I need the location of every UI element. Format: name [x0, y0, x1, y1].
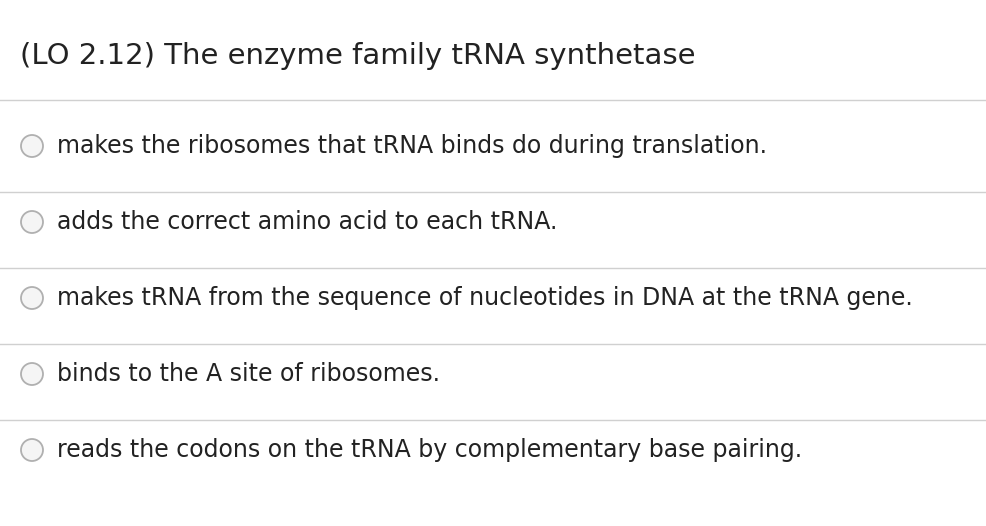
Text: makes the ribosomes that tRNA binds do during translation.: makes the ribosomes that tRNA binds do d… [57, 134, 767, 158]
Text: adds the correct amino acid to each tRNA.: adds the correct amino acid to each tRNA… [57, 210, 557, 234]
Text: reads the codons on the tRNA by complementary base pairing.: reads the codons on the tRNA by compleme… [57, 438, 803, 462]
Text: makes tRNA from the sequence of nucleotides in DNA at the tRNA gene.: makes tRNA from the sequence of nucleoti… [57, 286, 913, 310]
Text: binds to the A site of ribosomes.: binds to the A site of ribosomes. [57, 362, 440, 386]
Circle shape [21, 211, 43, 233]
Text: (LO 2.12) The enzyme family tRNA synthetase: (LO 2.12) The enzyme family tRNA synthet… [20, 42, 695, 70]
Circle shape [21, 439, 43, 461]
Circle shape [21, 363, 43, 385]
Circle shape [21, 287, 43, 309]
Circle shape [21, 135, 43, 157]
